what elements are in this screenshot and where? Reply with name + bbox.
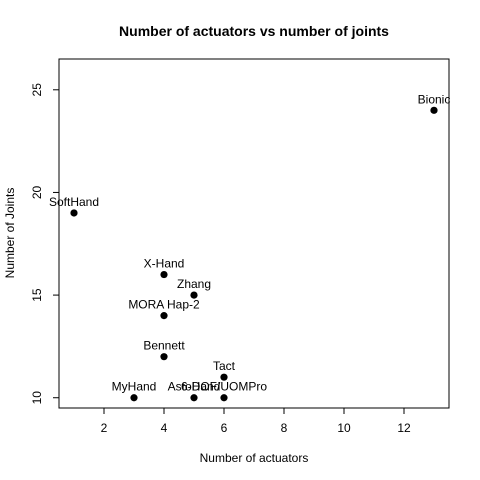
x-tick-label: 10 [337, 421, 351, 435]
y-tick-label: 15 [30, 288, 44, 302]
point-label: Zhang [177, 277, 211, 291]
x-axis-label: Number of actuators [200, 451, 309, 465]
y-axis-label: Number of Joints [3, 188, 17, 279]
plot-frame [58, 58, 450, 409]
y-tick-label: 10 [30, 391, 44, 405]
x-tick-label: 4 [161, 421, 168, 435]
point-label: AstoHand [168, 380, 221, 394]
x-tick-label: 12 [397, 421, 411, 435]
point-labels-layer: Bionic SoftHand X-Hand Zhang MORA Hap-2 Benne… [49, 92, 450, 393]
point-label: 6-DOF/UOMPro [181, 380, 267, 394]
x-axis: 2 4 6 8 10 12 [101, 408, 411, 435]
data-point [220, 394, 228, 402]
data-point [130, 394, 138, 402]
data-point [160, 270, 168, 279]
point-label: X-Hand [144, 257, 185, 271]
data-point [220, 373, 228, 381]
x-tick-label: 6 [221, 421, 228, 435]
point-label: Bionic [418, 92, 451, 106]
y-axis: 10 15 20 25 [30, 83, 59, 405]
x-tick-label: 8 [281, 421, 288, 435]
data-point [190, 394, 198, 402]
point-label: MyHand [112, 380, 157, 394]
data-point [190, 291, 198, 299]
data-point [70, 209, 78, 217]
data-point [160, 353, 168, 361]
point-label: SoftHand [49, 195, 99, 209]
y-tick-label: 20 [30, 185, 44, 199]
data-point [160, 312, 168, 320]
points-layer [70, 106, 438, 402]
data-point [430, 106, 438, 114]
chart-title: Number of actuators vs number of joints [119, 23, 389, 39]
point-label: Bennett [143, 339, 185, 353]
point-label: Tact [213, 359, 236, 373]
x-tick-label: 2 [101, 421, 108, 435]
point-label: MORA Hap-2 [128, 298, 200, 312]
y-tick-label: 25 [30, 83, 44, 97]
